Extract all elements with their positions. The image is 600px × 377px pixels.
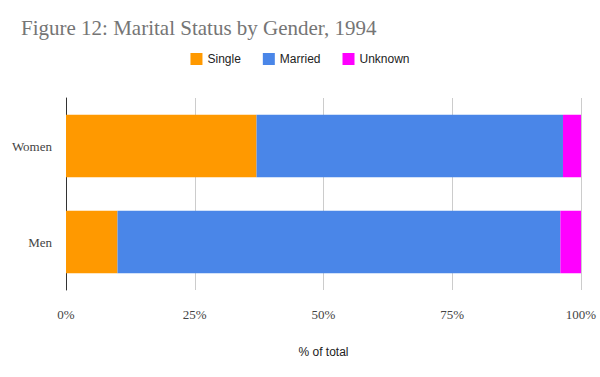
- svg-text:Men: Men: [28, 235, 52, 250]
- svg-text:75%: 75%: [440, 307, 464, 322]
- svg-text:50%: 50%: [312, 307, 336, 322]
- svg-text:Single: Single: [207, 52, 241, 66]
- svg-text:% of total: % of total: [298, 345, 348, 359]
- svg-text:100%: 100%: [566, 307, 597, 322]
- svg-text:Married: Married: [280, 52, 321, 66]
- svg-text:0%: 0%: [57, 307, 75, 322]
- svg-text:Unknown: Unknown: [360, 52, 410, 66]
- svg-text:Figure 12: Marital Status by G: Figure 12: Marital Status by Gender, 199…: [21, 16, 377, 40]
- svg-text:25%: 25%: [183, 307, 207, 322]
- svg-text:Women: Women: [12, 139, 53, 154]
